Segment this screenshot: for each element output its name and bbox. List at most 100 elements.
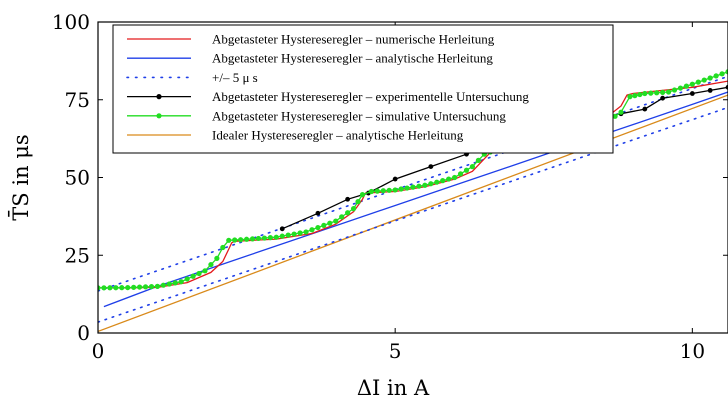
- data-point: [683, 83, 689, 89]
- data-point: [404, 185, 410, 191]
- data-point: [707, 88, 713, 93]
- data-point: [249, 236, 256, 242]
- data-point: [333, 218, 339, 224]
- data-point: [422, 182, 428, 188]
- y-tick-label: 75: [65, 88, 90, 112]
- data-point: [665, 89, 672, 95]
- data-point: [642, 106, 648, 112]
- data-point: [689, 91, 695, 96]
- data-point: [355, 199, 361, 205]
- data-point: [612, 113, 618, 119]
- data-point: [428, 164, 434, 170]
- data-point: [202, 268, 208, 274]
- data-point: [125, 284, 131, 291]
- data-point: [327, 220, 333, 226]
- data-point: [725, 69, 728, 75]
- data-point: [654, 90, 660, 96]
- data-point: [321, 222, 327, 228]
- x-tick-label: 0: [92, 339, 105, 363]
- data-point: [208, 261, 214, 268]
- data-point: [184, 276, 190, 282]
- data-point: [315, 210, 321, 216]
- data-point: [238, 237, 244, 243]
- legend-box: [112, 24, 614, 154]
- data-point: [137, 284, 143, 290]
- y-tick-label: 50: [65, 166, 90, 190]
- x-tick-label: 10: [680, 339, 705, 363]
- data-point: [713, 73, 719, 79]
- data-point: [475, 157, 481, 163]
- legend-marker: [156, 113, 162, 119]
- data-point: [434, 179, 440, 185]
- data-point: [190, 273, 196, 279]
- data-point: [339, 214, 345, 220]
- data-point: [627, 94, 633, 100]
- data-point: [452, 174, 458, 181]
- y-tick-label: 25: [65, 243, 90, 267]
- data-point: [220, 244, 226, 251]
- data-point: [267, 235, 273, 241]
- legend-marker: [156, 94, 162, 100]
- data-point: [707, 75, 713, 81]
- data-point: [315, 224, 321, 231]
- data-point: [677, 85, 684, 91]
- data-point: [469, 164, 476, 170]
- data-point: [255, 235, 262, 242]
- data-point: [214, 255, 220, 261]
- data-point: [243, 236, 250, 242]
- data-point: [380, 188, 386, 194]
- data-point: [632, 93, 638, 99]
- data-point: [368, 188, 374, 195]
- data-point: [98, 285, 101, 291]
- x-tick-label: 5: [389, 339, 402, 363]
- data-point: [392, 176, 398, 182]
- data-point: [359, 192, 366, 198]
- data-point: [196, 270, 202, 277]
- data-point: [232, 237, 238, 243]
- data-point: [428, 181, 434, 187]
- data-point: [113, 285, 119, 291]
- data-point: [345, 210, 351, 216]
- data-point: [695, 79, 701, 85]
- data-point: [416, 183, 422, 189]
- data-point: [689, 81, 695, 87]
- data-point: [142, 284, 149, 290]
- legend-entry: Abgetasteter Hystereseregler – analytisc…: [212, 51, 493, 66]
- data-point: [440, 178, 446, 184]
- data-point: [279, 226, 285, 232]
- legend-entry: Abgetasteter Hystereseregler – experimen…: [212, 89, 529, 104]
- x-axis-label: ΔI in A: [357, 376, 430, 400]
- legend-entry: Idealer Hystereseregler – analytische He…: [212, 128, 464, 143]
- series-line: [98, 106, 728, 323]
- data-point: [279, 233, 285, 239]
- series-line: [98, 94, 728, 333]
- data-point: [291, 231, 297, 237]
- data-point: [261, 235, 268, 241]
- data-point: [297, 230, 303, 236]
- data-point: [285, 232, 291, 238]
- data-point: [660, 95, 666, 101]
- data-point: [637, 91, 643, 98]
- data-point: [398, 186, 404, 192]
- data-point: [101, 285, 107, 291]
- data-point: [350, 206, 357, 212]
- data-point: [463, 167, 470, 173]
- data-point: [719, 71, 725, 77]
- legend-entry: Abgetasteter Hystereseregler – numerisch…: [212, 32, 495, 47]
- legend: Abgetasteter Hystereseregler – numerisch…: [112, 24, 614, 154]
- legend-entry: +/– 5 μ s: [212, 70, 258, 85]
- y-axis-label: T̄S in μs: [8, 134, 33, 220]
- y-tick-label: 100: [52, 10, 90, 34]
- data-point: [345, 196, 351, 202]
- data-point: [701, 77, 707, 83]
- data-point: [648, 90, 654, 96]
- data-point: [618, 109, 624, 115]
- data-point: [392, 187, 398, 193]
- data-point: [303, 229, 309, 235]
- data-point: [457, 171, 464, 177]
- data-point: [166, 281, 172, 287]
- data-point: [178, 279, 184, 285]
- data-point: [386, 187, 392, 193]
